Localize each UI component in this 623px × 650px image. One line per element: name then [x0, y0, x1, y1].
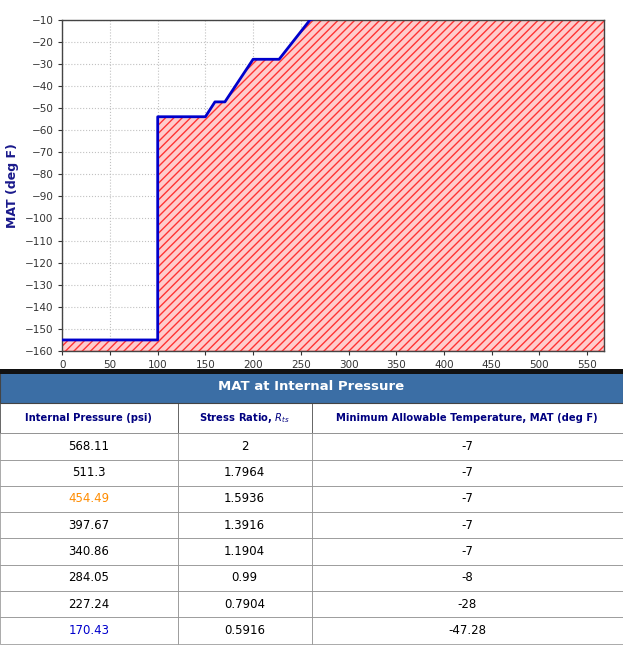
Text: 511.3: 511.3 [72, 466, 105, 479]
Text: -7: -7 [461, 519, 473, 532]
Text: Minimum Allowable Temperature, MAT (deg F): Minimum Allowable Temperature, MAT (deg … [336, 413, 598, 423]
Bar [0, 434, 178, 460]
Text: 340.86: 340.86 [69, 545, 109, 558]
Text: 0.5916: 0.5916 [224, 624, 265, 637]
Bar [0, 512, 178, 538]
Text: 284.05: 284.05 [69, 571, 109, 584]
Text: 227.24: 227.24 [68, 597, 110, 610]
Bar [312, 460, 623, 486]
Bar [0, 618, 178, 644]
Bar [178, 434, 312, 460]
Bar [312, 565, 623, 591]
Text: -7: -7 [461, 466, 473, 479]
Bar [0, 591, 178, 618]
Text: 397.67: 397.67 [68, 519, 110, 532]
Text: 170.43: 170.43 [69, 624, 109, 637]
Text: -28: -28 [458, 597, 477, 610]
Text: 0.7904: 0.7904 [224, 597, 265, 610]
Bar [312, 486, 623, 512]
Bar [178, 565, 312, 591]
Bar [0, 460, 178, 486]
Bar [0, 370, 623, 403]
Bar [0, 486, 178, 512]
Bar [312, 591, 623, 618]
Text: -47.28: -47.28 [449, 624, 486, 637]
Bar [0, 403, 178, 434]
Bar [312, 434, 623, 460]
Text: 1.5936: 1.5936 [224, 493, 265, 506]
Bar [178, 403, 312, 434]
Bar [0, 565, 178, 591]
Bar [178, 460, 312, 486]
Y-axis label: MAT (deg F): MAT (deg F) [6, 143, 19, 228]
Text: 454.49: 454.49 [68, 493, 110, 506]
Bar [312, 618, 623, 644]
Text: MAT at Internal Pressure: MAT at Internal Pressure [219, 380, 404, 393]
Text: 0.99: 0.99 [232, 571, 257, 584]
Bar [312, 403, 623, 434]
Text: 1.3916: 1.3916 [224, 519, 265, 532]
Bar [178, 591, 312, 618]
Bar [0, 538, 178, 565]
Text: Internal Pressure (psi): Internal Pressure (psi) [26, 413, 152, 423]
Text: 1.1904: 1.1904 [224, 545, 265, 558]
Bar [178, 486, 312, 512]
Polygon shape [62, 13, 604, 351]
Text: -7: -7 [461, 493, 473, 506]
Bar [178, 538, 312, 565]
Text: -7: -7 [461, 545, 473, 558]
Text: 568.11: 568.11 [69, 440, 109, 453]
Bar [312, 512, 623, 538]
X-axis label: Internal Pressure (psi): Internal Pressure (psi) [254, 376, 412, 389]
Bar [178, 512, 312, 538]
Text: 1.7964: 1.7964 [224, 466, 265, 479]
Text: 2: 2 [240, 440, 249, 453]
Text: -7: -7 [461, 440, 473, 453]
Bar [312, 538, 623, 565]
Text: -8: -8 [462, 571, 473, 584]
Bar [178, 618, 312, 644]
Text: Stress Ratio, $R_{ts}$: Stress Ratio, $R_{ts}$ [199, 411, 290, 425]
